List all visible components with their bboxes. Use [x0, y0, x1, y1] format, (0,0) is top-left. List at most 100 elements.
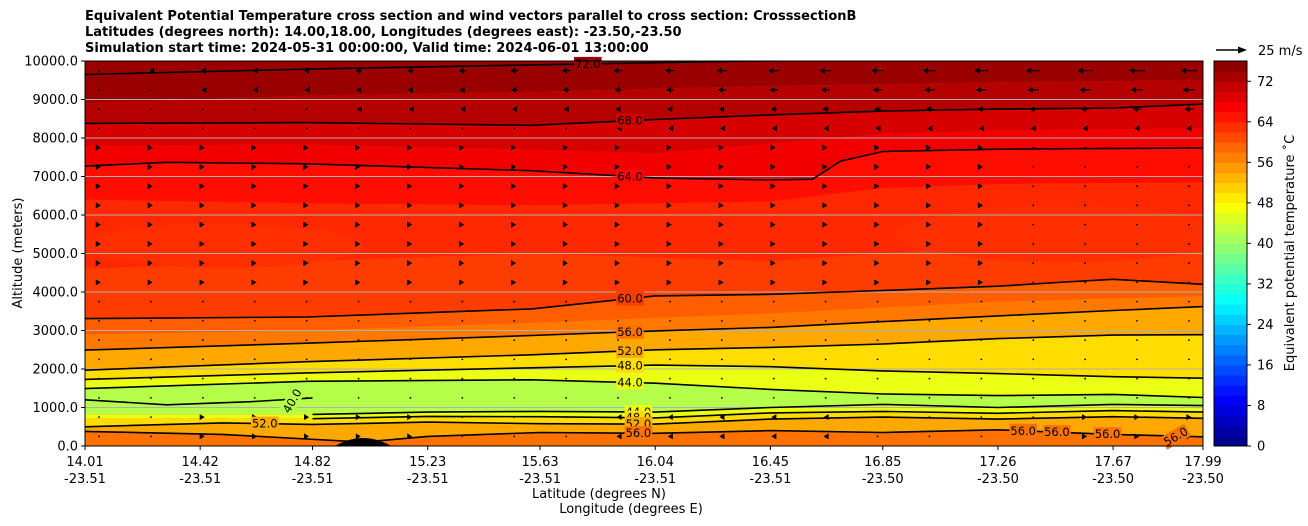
wind-vector	[1032, 223, 1035, 226]
wind-vector	[513, 339, 516, 342]
wind-vector	[718, 202, 724, 209]
wind-vector	[562, 260, 568, 267]
contour-label-bg	[250, 416, 279, 431]
colorbar-segment	[1214, 294, 1247, 305]
wind-vector	[824, 377, 827, 380]
wind-vector	[1184, 106, 1194, 113]
wind-vector	[772, 319, 775, 322]
wind-vector	[1136, 377, 1138, 380]
wind-vector	[510, 163, 516, 170]
wind-vector	[928, 339, 931, 342]
wind-vector	[357, 319, 360, 322]
contour-label-bg	[624, 426, 653, 441]
wind-vector	[1084, 339, 1087, 342]
wind-vector	[1188, 396, 1190, 399]
wind-vector	[355, 183, 361, 190]
wind-vector	[771, 414, 777, 421]
wind-vector	[199, 260, 205, 267]
wind-vector	[201, 108, 204, 111]
wind-vector	[303, 144, 309, 151]
wind-vector	[565, 339, 568, 342]
wind-vector	[926, 163, 932, 170]
colorbar-segment	[1214, 283, 1247, 295]
wind-vector	[824, 358, 827, 361]
fill-band-12	[85, 379, 1203, 415]
wind-vector	[199, 144, 205, 151]
wind-vector	[98, 300, 100, 303]
wind-vector	[874, 279, 880, 286]
colorbar-tick-label: 8	[1257, 399, 1265, 414]
wind-vector	[666, 86, 674, 93]
wind-vector	[1136, 242, 1138, 245]
wind-vector	[770, 106, 777, 113]
wind-vector	[98, 396, 100, 399]
wind-vector	[510, 221, 516, 228]
wind-vector	[355, 433, 361, 440]
wind-vector	[357, 396, 360, 399]
wind-vector	[201, 377, 204, 380]
wind-vector	[977, 260, 983, 267]
wind-vector	[928, 319, 931, 322]
wind-vector	[1032, 281, 1035, 284]
wind-vector	[876, 377, 879, 380]
colorbar-segment	[1214, 152, 1247, 163]
contour-label-bg	[616, 375, 644, 390]
wind-vector	[977, 106, 986, 113]
colorbar-segment	[1214, 233, 1247, 244]
wind-vector	[667, 106, 673, 113]
wind-vector	[562, 202, 568, 209]
wind-vector	[616, 414, 622, 421]
wind-vector	[977, 183, 983, 190]
wind-vector	[976, 86, 987, 93]
wind-vector	[768, 67, 780, 74]
wind-vector	[305, 339, 308, 342]
contour-label: 48.0	[617, 359, 643, 373]
wind-vector	[356, 86, 362, 93]
wind-vector	[821, 86, 831, 93]
x-tick-label-lat: 16.85	[864, 455, 901, 470]
wind-vector	[1084, 358, 1087, 361]
wind-vector	[1136, 185, 1138, 188]
wind-vector	[1136, 146, 1138, 149]
wind-vector	[407, 86, 413, 93]
wind-vector	[409, 358, 412, 361]
wind-vector	[459, 240, 465, 247]
wind-vector	[1134, 414, 1140, 421]
wind-vector	[95, 260, 101, 267]
fill-band-1	[85, 80, 1203, 126]
wind-vector	[303, 279, 309, 286]
wind-vector	[876, 319, 879, 322]
wind-vector	[770, 240, 776, 247]
contour-line-52	[85, 415, 1203, 428]
wind-vector	[562, 163, 568, 170]
wind-vector	[614, 221, 620, 228]
wind-vector	[771, 125, 777, 132]
wind-vector	[407, 433, 413, 440]
wind-vector	[770, 260, 776, 267]
colorbar-segment	[1214, 354, 1247, 366]
contour-line-72	[85, 61, 852, 76]
wind-vector	[1188, 165, 1190, 168]
wind-vector	[407, 221, 413, 228]
wind-vector	[925, 106, 934, 113]
wind-vector	[665, 67, 675, 74]
wind-vector	[1136, 339, 1138, 342]
wind-vector	[666, 183, 672, 190]
wind-vector	[147, 221, 153, 228]
wind-vector	[407, 279, 413, 286]
wind-vector	[1188, 146, 1190, 149]
wind-vector	[874, 163, 880, 170]
wind-vector	[1077, 67, 1093, 74]
colorbar-segment	[1214, 142, 1247, 153]
wind-vector	[458, 67, 466, 74]
y-tick-label: 9000.0	[33, 93, 79, 108]
y-tick-label: 1000.0	[33, 401, 79, 416]
wind-vector	[253, 358, 256, 361]
fill-band-4	[85, 148, 1203, 206]
wind-vector	[304, 433, 310, 440]
wind-vector	[1188, 185, 1190, 188]
wind-vector	[928, 358, 931, 361]
wind-vector	[876, 339, 879, 342]
wind-vector	[201, 339, 204, 342]
contour-line-60	[85, 278, 1203, 320]
